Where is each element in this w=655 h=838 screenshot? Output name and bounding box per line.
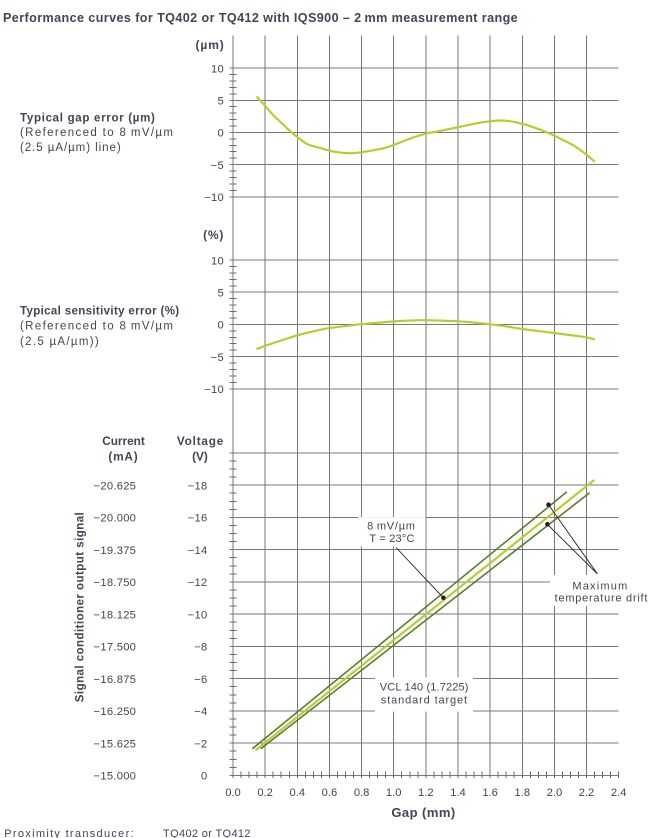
svg-text:10: 10 bbox=[211, 63, 224, 75]
svg-text:−15.000: −15.000 bbox=[94, 771, 137, 783]
svg-text:Proximity transducer:: Proximity transducer: bbox=[4, 828, 135, 838]
svg-text:−10: −10 bbox=[204, 384, 224, 396]
svg-text:T = 23°C: T = 23°C bbox=[369, 533, 414, 545]
svg-text:−15.625: −15.625 bbox=[94, 738, 137, 750]
svg-text:Signal conditioner output sign: Signal conditioner output signal bbox=[75, 512, 87, 702]
svg-text:−4: −4 bbox=[194, 706, 207, 718]
svg-text:Voltage: Voltage bbox=[177, 434, 224, 448]
svg-text:−20.625: −20.625 bbox=[94, 480, 137, 492]
svg-text:−18.750: −18.750 bbox=[94, 577, 137, 589]
svg-text:standard target: standard target bbox=[381, 695, 468, 707]
svg-text:Performance curves for TQ402 o: Performance curves for TQ402 or TQ412 wi… bbox=[3, 11, 518, 25]
svg-text:(V): (V) bbox=[192, 450, 208, 464]
svg-text:1.4: 1.4 bbox=[450, 787, 466, 799]
svg-text:0: 0 bbox=[201, 771, 208, 783]
svg-text:8 mV/µm: 8 mV/µm bbox=[367, 520, 416, 532]
svg-text:0.6: 0.6 bbox=[322, 787, 338, 799]
svg-text:−18.125: −18.125 bbox=[94, 609, 137, 621]
svg-text:Maximum: Maximum bbox=[572, 580, 628, 592]
svg-text:−17.500: −17.500 bbox=[94, 642, 137, 654]
svg-text:(2.5 µA/µm)): (2.5 µA/µm)) bbox=[20, 336, 100, 348]
svg-text:0.4: 0.4 bbox=[290, 787, 306, 799]
svg-text:(2.5 µA/µm) line): (2.5 µA/µm) line) bbox=[20, 142, 122, 154]
svg-text:2.0: 2.0 bbox=[547, 787, 563, 799]
svg-text:−16.250: −16.250 bbox=[94, 706, 137, 718]
svg-text:−5: −5 bbox=[211, 352, 224, 364]
svg-text:−10: −10 bbox=[188, 609, 208, 621]
svg-text:(%): (%) bbox=[203, 228, 224, 242]
svg-text:0.8: 0.8 bbox=[354, 787, 370, 799]
svg-text:Current: Current bbox=[102, 434, 145, 448]
svg-text:(Referenced to 8 mV/µm: (Referenced to 8 mV/µm bbox=[20, 127, 174, 139]
svg-text:1.6: 1.6 bbox=[482, 787, 498, 799]
svg-text:Gap (mm): Gap (mm) bbox=[391, 805, 455, 820]
svg-text:−12: −12 bbox=[188, 577, 208, 589]
svg-text:5: 5 bbox=[217, 96, 224, 108]
svg-text:−6: −6 bbox=[194, 674, 207, 686]
svg-text:(mA): (mA) bbox=[108, 450, 138, 464]
svg-text:2.4: 2.4 bbox=[611, 787, 627, 799]
svg-text:−8: −8 bbox=[194, 642, 207, 654]
svg-text:TQ402 or TQ412: TQ402 or TQ412 bbox=[163, 828, 251, 838]
svg-text:Typical sensitivity error (%): Typical sensitivity error (%) bbox=[20, 306, 180, 318]
svg-text:(µm): (µm) bbox=[196, 38, 225, 52]
svg-text:−18: −18 bbox=[188, 480, 208, 492]
svg-text:−14: −14 bbox=[188, 545, 208, 557]
svg-text:2.2: 2.2 bbox=[579, 787, 595, 799]
svg-text:0: 0 bbox=[217, 320, 224, 332]
svg-text:0: 0 bbox=[217, 128, 224, 140]
svg-text:0.2: 0.2 bbox=[257, 787, 273, 799]
svg-text:5: 5 bbox=[217, 288, 224, 300]
svg-text:0.0: 0.0 bbox=[225, 787, 241, 799]
svg-text:1.8: 1.8 bbox=[515, 787, 531, 799]
svg-text:temperature drift: temperature drift bbox=[555, 593, 648, 605]
svg-text:−16: −16 bbox=[188, 513, 208, 525]
svg-text:−16.875: −16.875 bbox=[94, 674, 137, 686]
svg-text:−2: −2 bbox=[194, 738, 207, 750]
svg-text:−20.000: −20.000 bbox=[94, 513, 137, 525]
svg-text:−19.375: −19.375 bbox=[94, 545, 137, 557]
svg-text:Typical gap error (µm): Typical gap error (µm) bbox=[20, 113, 156, 125]
svg-text:1.0: 1.0 bbox=[386, 787, 402, 799]
svg-text:−5: −5 bbox=[211, 160, 224, 172]
svg-text:−10: −10 bbox=[204, 192, 224, 204]
svg-text:10: 10 bbox=[211, 255, 224, 267]
svg-text:(Referenced to 8 mV/µm: (Referenced to 8 mV/µm bbox=[20, 321, 174, 333]
svg-text:VCL 140 (1.7225): VCL 140 (1.7225) bbox=[380, 681, 469, 693]
svg-text:1.2: 1.2 bbox=[418, 787, 434, 799]
